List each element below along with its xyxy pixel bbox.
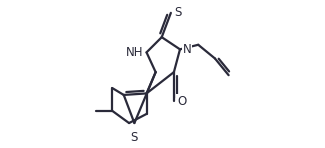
Text: N: N: [183, 43, 192, 56]
Text: S: S: [131, 131, 138, 144]
Text: NH: NH: [126, 46, 144, 59]
Text: S: S: [174, 6, 181, 19]
Text: O: O: [177, 95, 186, 107]
